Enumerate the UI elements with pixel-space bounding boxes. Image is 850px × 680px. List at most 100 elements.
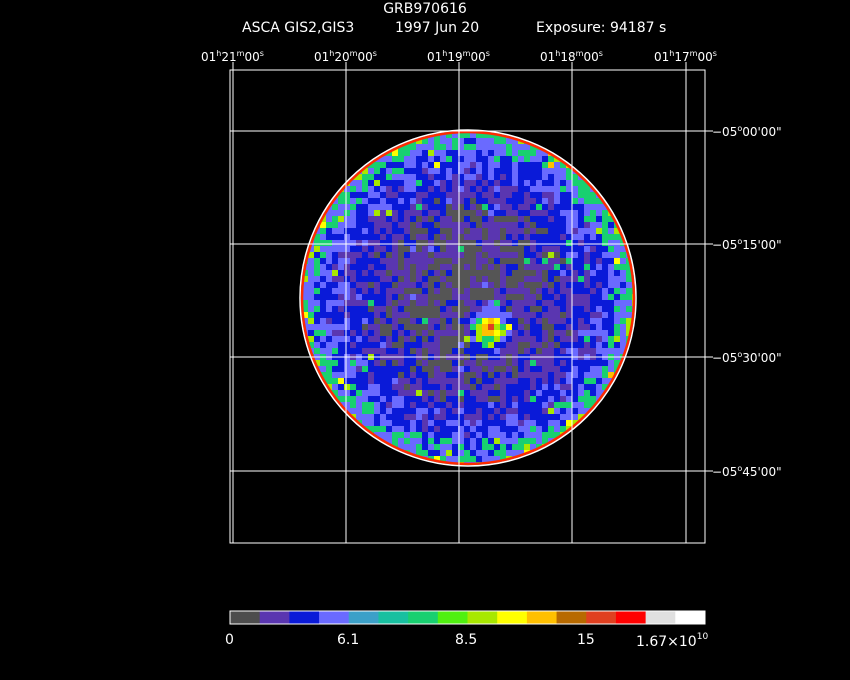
intensity-pixel (482, 408, 488, 414)
intensity-pixel (530, 330, 536, 336)
intensity-pixel (470, 144, 476, 150)
intensity-pixel (338, 348, 344, 354)
intensity-pixel (560, 246, 566, 252)
intensity-pixel (374, 282, 380, 288)
intensity-pixel (386, 294, 392, 300)
intensity-pixel (314, 330, 320, 336)
intensity-pixel (374, 402, 380, 408)
intensity-pixel (416, 390, 422, 396)
intensity-pixel (500, 408, 506, 414)
intensity-pixel (344, 384, 350, 390)
intensity-pixel (506, 270, 512, 276)
intensity-pixel (452, 366, 458, 372)
intensity-pixel (560, 300, 566, 306)
intensity-pixel (422, 144, 428, 150)
intensity-pixel (458, 138, 464, 144)
intensity-pixel (326, 318, 332, 324)
intensity-pixel (476, 210, 482, 216)
intensity-pixel (440, 408, 446, 414)
intensity-pixel (596, 384, 602, 390)
intensity-pixel (554, 330, 560, 336)
intensity-pixel (404, 210, 410, 216)
intensity-pixel (344, 330, 350, 336)
intensity-pixel (584, 396, 590, 402)
intensity-pixel (584, 372, 590, 378)
intensity-pixel (362, 228, 368, 234)
intensity-pixel (314, 306, 320, 312)
intensity-pixel (482, 378, 488, 384)
intensity-pixel (572, 324, 578, 330)
intensity-pixel (416, 408, 422, 414)
intensity-pixel (584, 264, 590, 270)
intensity-pixel (560, 402, 566, 408)
intensity-pixel (332, 234, 338, 240)
intensity-pixel (524, 198, 530, 204)
intensity-pixel (530, 300, 536, 306)
intensity-pixel (398, 426, 404, 432)
intensity-pixel (392, 210, 398, 216)
intensity-pixel (572, 228, 578, 234)
intensity-pixel (494, 348, 500, 354)
intensity-pixel (440, 210, 446, 216)
intensity-pixel (512, 348, 518, 354)
intensity-pixel (362, 294, 368, 300)
intensity-pixel (572, 258, 578, 264)
intensity-pixel (380, 414, 386, 420)
intensity-pixel (362, 306, 368, 312)
intensity-pixel (476, 420, 482, 426)
intensity-pixel (554, 270, 560, 276)
intensity-pixel (578, 378, 584, 384)
intensity-pixel (416, 444, 422, 450)
intensity-pixel (422, 276, 428, 282)
intensity-pixel (488, 180, 494, 186)
intensity-pixel (422, 168, 428, 174)
intensity-pixel (482, 318, 488, 324)
intensity-pixel (488, 402, 494, 408)
intensity-pixel (536, 318, 542, 324)
intensity-pixel (320, 258, 326, 264)
intensity-pixel (530, 414, 536, 420)
intensity-pixel (308, 258, 314, 264)
intensity-pixel (554, 246, 560, 252)
intensity-pixel (530, 420, 536, 426)
intensity-pixel (512, 240, 518, 246)
intensity-pixel (554, 162, 560, 168)
intensity-pixel (446, 330, 452, 336)
intensity-pixel (422, 186, 428, 192)
intensity-pixel (470, 150, 476, 156)
intensity-pixel (398, 288, 404, 294)
intensity-pixel (620, 282, 626, 288)
intensity-pixel (446, 426, 452, 432)
intensity-pixel (386, 384, 392, 390)
intensity-pixel (422, 396, 428, 402)
intensity-pixel (542, 372, 548, 378)
intensity-pixel (392, 258, 398, 264)
intensity-pixel (470, 390, 476, 396)
intensity-pixel (482, 180, 488, 186)
intensity-pixel (386, 408, 392, 414)
intensity-pixel (548, 402, 554, 408)
intensity-pixel (518, 204, 524, 210)
intensity-pixel (356, 414, 362, 420)
intensity-pixel (584, 204, 590, 210)
intensity-pixel (392, 366, 398, 372)
intensity-pixel (452, 432, 458, 438)
intensity-pixel (530, 168, 536, 174)
intensity-pixel (380, 348, 386, 354)
intensity-pixel (500, 324, 506, 330)
intensity-pixel (404, 330, 410, 336)
intensity-pixel (512, 192, 518, 198)
intensity-pixel (452, 378, 458, 384)
intensity-pixel (548, 396, 554, 402)
intensity-pixel (422, 204, 428, 210)
intensity-pixel (548, 420, 554, 426)
intensity-pixel (530, 294, 536, 300)
intensity-pixel (386, 336, 392, 342)
intensity-pixel (344, 234, 350, 240)
intensity-pixel (446, 174, 452, 180)
intensity-pixel (410, 192, 416, 198)
intensity-pixel (350, 336, 356, 342)
intensity-pixel (344, 282, 350, 288)
intensity-pixel (548, 342, 554, 348)
intensity-pixel (440, 264, 446, 270)
